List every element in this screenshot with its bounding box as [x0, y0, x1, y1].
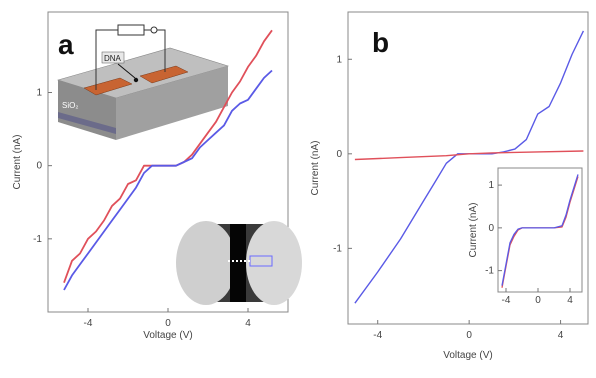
dna-pointer-line	[117, 63, 136, 79]
si-label: Si	[62, 125, 69, 134]
panel-b-inset-series-blue-line	[501, 174, 579, 286]
panel-a-ytick-label: -1	[33, 234, 42, 245]
panel-a-x-axis-label: Voltage (V)	[143, 330, 192, 341]
panel-b-plot: -4 0 4 -1 0 1 Voltage (V) Current (nA)	[310, 30, 585, 361]
panel-a: a DNA SiO₂ Si	[12, 11, 302, 341]
panel-b-ytick-label: -1	[333, 243, 342, 254]
sem-gap	[230, 224, 246, 302]
panel-b-letter: b	[372, 27, 389, 58]
panel-b-y-axis-label: Current (nA)	[310, 140, 321, 195]
panel-a-letter: a	[58, 29, 74, 60]
panel-a-xtick-label: -4	[84, 318, 93, 329]
panel-b-inset-y-axis-label: Current (nA)	[468, 202, 479, 257]
panel-b-inset-frame	[497, 167, 583, 293]
panel-b-inset-ytick-label: 1	[488, 180, 494, 191]
electrode-left	[83, 77, 133, 96]
circuit-wire	[95, 29, 118, 90]
panel-b-x-axis-label: Voltage (V)	[443, 350, 492, 361]
source-icon	[150, 26, 158, 34]
panel-a-plot: -4 0 4 -1 0 1 Voltage (V) Current (nA)	[12, 29, 273, 341]
panel-a-xtick-label: 4	[245, 318, 251, 329]
substrate-layer-band	[58, 112, 116, 134]
panel-b-inset-ytick-label: 0	[488, 223, 494, 234]
panel-b-inset-plot: -4 0 4 -1 0 1 Current (nA)	[468, 174, 579, 306]
panel-b-inset-ytick-label: -1	[485, 266, 494, 277]
panel-a-series-blue-line	[63, 69, 273, 291]
panel-b-ytick-label: 0	[336, 149, 342, 160]
substrate-side-face	[116, 66, 228, 140]
device-schematic-inset: DNA SiO₂ Si	[56, 24, 230, 140]
panel-a-xtick-label: 0	[165, 318, 171, 329]
panel-a-ytick-label: 0	[36, 161, 42, 172]
panel-b-series-red-line	[354, 150, 584, 161]
panel-b-xtick-label: 0	[466, 330, 472, 341]
panel-a-y-axis-label: Current (nA)	[12, 134, 23, 189]
panel-b-inset-xtick-label: -4	[502, 295, 511, 306]
panel-b-ytick-label: 1	[336, 54, 342, 65]
sio2-label: SiO₂	[62, 101, 78, 110]
panel-b-xtick-label: 4	[558, 330, 564, 341]
dna-label-box	[101, 51, 125, 64]
sem-right-electrode	[246, 221, 302, 305]
panel-b-xtick-label: -4	[373, 330, 382, 341]
electrode-right	[139, 65, 189, 84]
panel-b-inset-xtick-label: 0	[535, 295, 541, 306]
panel-b: b -4 0 4 -1 0 1 Voltage (V) Current (nA) -4 0 4 -1…	[310, 11, 589, 361]
panel-b-plot-frame	[347, 11, 589, 325]
panel-b-inset-xtick-label: 4	[567, 295, 573, 306]
dna-label: DNA	[104, 54, 122, 63]
dna-molecule	[133, 77, 139, 83]
panel-a-ytick-label: 1	[36, 87, 42, 98]
resistor-icon	[117, 24, 145, 36]
sem-left-electrode	[176, 221, 236, 305]
sem-micrograph-inset	[176, 221, 302, 305]
